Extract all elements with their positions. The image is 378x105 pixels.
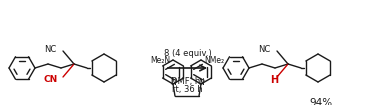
Text: DMF, hν: DMF, hν [170,77,204,86]
Text: H: H [270,75,278,85]
Text: 8 (4 equiv.): 8 (4 equiv.) [164,49,211,58]
Text: Me₂N: Me₂N [150,56,170,65]
Text: rt, 36 h: rt, 36 h [172,85,203,94]
Text: CN: CN [44,75,58,83]
Text: NC: NC [44,45,56,54]
Text: N: N [198,78,204,87]
Text: NC: NC [258,45,270,54]
Text: N: N [170,78,176,87]
Text: 94%: 94% [310,98,333,105]
Text: NMe₂: NMe₂ [204,56,224,65]
